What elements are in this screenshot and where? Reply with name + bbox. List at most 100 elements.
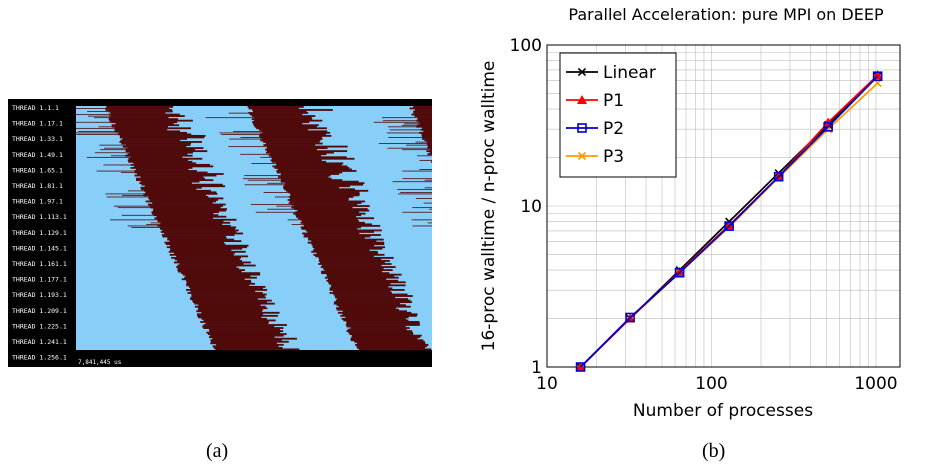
trace-busy-bar bbox=[159, 223, 223, 226]
trace-busy-bar bbox=[210, 339, 282, 342]
trace-busy-bar bbox=[354, 340, 425, 343]
trace-busy-bar bbox=[177, 260, 243, 262]
trace-busy-bar bbox=[277, 176, 329, 178]
trace-busy-bar bbox=[327, 278, 387, 281]
trace-busy-bar bbox=[244, 184, 285, 186]
trace-busy-bar bbox=[212, 345, 279, 348]
trace-busy-bar bbox=[285, 189, 369, 192]
data-point bbox=[773, 171, 784, 182]
trace-busy-bar bbox=[291, 224, 303, 225]
trace-busy-bar bbox=[164, 232, 244, 235]
trace-busy-bar bbox=[151, 212, 214, 215]
trace-busy-bar bbox=[427, 147, 432, 149]
trace-busy-bar bbox=[240, 137, 260, 138]
trace-busy-bar bbox=[313, 253, 385, 256]
trace-busy-bar bbox=[272, 165, 348, 168]
trace-busy-bar bbox=[426, 150, 432, 153]
trace-busy-bar bbox=[389, 129, 421, 131]
trace-busy-bar bbox=[119, 136, 205, 139]
trace-busy-bar bbox=[342, 313, 418, 316]
trace-busy-bar bbox=[342, 310, 407, 313]
trace-busy-bar bbox=[244, 175, 281, 177]
trace-busy-bar bbox=[350, 339, 424, 342]
trace-busy-bar bbox=[103, 164, 131, 166]
trace-busy-bar bbox=[108, 110, 173, 113]
trace-busy-bar bbox=[259, 136, 322, 139]
trace-busy-bar bbox=[261, 138, 323, 140]
trace-busy-bar bbox=[280, 174, 331, 177]
trace-busy-bar bbox=[287, 199, 349, 201]
trace-busy-bar bbox=[106, 196, 149, 198]
trace-busy-bar bbox=[253, 119, 323, 122]
trace-busy-bar bbox=[318, 256, 394, 259]
trace-busy-bar bbox=[430, 148, 432, 151]
trace-busy-bar bbox=[402, 149, 431, 151]
trace-busy-bar bbox=[266, 145, 348, 148]
trace-busy-bar bbox=[198, 316, 262, 319]
trace-busy-bar bbox=[271, 156, 347, 159]
trace-busy-bar bbox=[274, 167, 350, 169]
trace-busy-bar bbox=[122, 145, 187, 148]
trace-busy-bar bbox=[321, 264, 382, 267]
trace-busy-bar bbox=[413, 112, 432, 114]
trace-busy-bar bbox=[242, 178, 281, 180]
trace-busy-bar bbox=[192, 301, 267, 304]
trace-busy-bar bbox=[256, 127, 327, 130]
trace-busy-bar bbox=[357, 342, 426, 345]
trace-busy-bar bbox=[295, 214, 362, 217]
trace-busy-bar bbox=[336, 307, 396, 310]
trace-busy-bar bbox=[277, 168, 352, 171]
trace-busy-bar bbox=[76, 108, 106, 109]
data-point bbox=[625, 312, 635, 323]
trace-busy-bar bbox=[108, 113, 180, 116]
trace-busy-bar bbox=[305, 229, 382, 232]
trace-busy-bar bbox=[262, 131, 331, 134]
trace-busy-bar bbox=[203, 319, 276, 322]
trace-busy-bar bbox=[303, 224, 381, 227]
trace-busy-bar bbox=[261, 130, 328, 133]
trace-busy-bar bbox=[122, 195, 144, 196]
trace-busy-bar bbox=[311, 243, 385, 246]
trace-busy-bar bbox=[211, 340, 289, 343]
trace-busy-bar bbox=[184, 276, 257, 279]
trace-busy-bar bbox=[134, 171, 208, 174]
thread-label: THREAD 1.145.1 bbox=[12, 244, 67, 252]
trace-busy-bar bbox=[177, 267, 240, 270]
trace-busy-bar bbox=[127, 159, 189, 162]
trace-busy-bar bbox=[88, 115, 112, 117]
trace-busy-bar bbox=[106, 106, 174, 108]
data-point bbox=[724, 220, 735, 230]
data-point bbox=[674, 266, 685, 276]
trace-busy-bar bbox=[141, 183, 223, 186]
trace-busy-bar bbox=[387, 147, 428, 149]
thread-label: THREAD 1.65.1 bbox=[12, 166, 63, 174]
trace-busy-bar bbox=[335, 296, 396, 299]
series-line bbox=[579, 75, 879, 368]
trace-busy-bar bbox=[153, 208, 227, 210]
trace-busy-bar bbox=[266, 182, 286, 184]
trace-busy-bar bbox=[420, 128, 432, 131]
trace-busy-bar bbox=[413, 106, 432, 108]
trace-busy-bar bbox=[196, 310, 262, 313]
trace-busy-bar bbox=[143, 194, 207, 197]
trace-busy-bar bbox=[415, 198, 432, 199]
trace-busy-bar bbox=[274, 196, 289, 198]
trace-busy-bar bbox=[76, 114, 109, 116]
legend-entry: P2 bbox=[603, 119, 624, 139]
trace-busy-bar bbox=[329, 282, 391, 285]
trace-busy-bar bbox=[105, 107, 170, 110]
trace-busy-bar bbox=[119, 141, 203, 143]
trace-busy-bar bbox=[190, 298, 258, 300]
trace-busy-bar bbox=[300, 221, 365, 224]
trace-busy-bar bbox=[120, 172, 135, 173]
trace-busy-bar bbox=[93, 117, 110, 119]
trace-busy-bar bbox=[186, 284, 250, 287]
trace-busy-bar bbox=[388, 137, 423, 138]
trace-busy-bar bbox=[322, 267, 384, 270]
trace-busy-bar bbox=[206, 331, 281, 334]
trace-busy-bar bbox=[252, 121, 310, 124]
trace-busy-bar bbox=[276, 170, 357, 172]
trace-busy-bar bbox=[351, 334, 422, 337]
thread-label: THREAD 1.129.1 bbox=[12, 229, 67, 237]
trace-busy-bar bbox=[177, 270, 242, 273]
